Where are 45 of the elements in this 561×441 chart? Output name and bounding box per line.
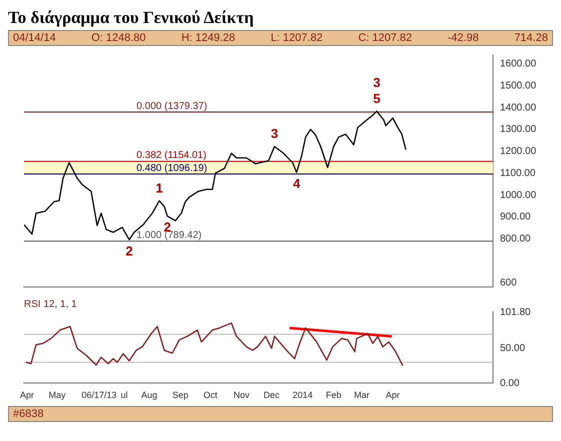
y-tick-label: 1300.00 [500,124,537,136]
x-tick-label: Apr [386,390,400,400]
text: -42.98 [448,32,479,44]
y-tick-label: 1000.00 [500,190,537,201]
annotation: 1 [156,180,163,196]
annotation: 5 [373,90,380,106]
y-tick-label: 1600.00 [500,58,537,70]
x-tick-label: ul [120,390,128,400]
x-tick-label: 2014 [292,390,313,400]
y-tick-label: 600 [500,277,518,288]
text: #6838 [13,408,44,420]
x-tick-label: Oct [203,390,218,400]
text: C: 1207.82 [358,32,412,44]
chart-title: Το διάγραμμα του Γενικού Δείκτη [8,8,255,28]
text: H: 1249.28 [181,32,236,44]
x-tick-label: Feb [326,390,342,400]
text: 04/14/14 [13,32,56,44]
x-tick-label: Apr [20,390,34,400]
y-tick-label: 50.00 [500,342,526,354]
x-tick-label: Aug [141,390,158,400]
y-tick-label: 1500.00 [500,80,537,92]
x-tick-label: 06/17/13 [82,390,117,400]
y-tick-label: 1100.00 [500,168,536,179]
text: O: 1248.80 [91,32,146,44]
ref-line-label: 0.480 (1096.19) [136,162,208,174]
ref-line-label: 0.382 (1154.01) [136,150,206,162]
chart-title: RSI 12, 1, 1 [24,298,78,310]
ref-line-label: 0.000 (1379.37) [136,100,208,112]
annotation: 4 [292,176,301,191]
y-tick-label: 1200.00 [500,146,537,158]
y-tick-label: 900.00 [500,212,532,223]
text: 714.28 [514,32,548,44]
annotation: 2 [126,243,133,258]
y-tick-label: 101.80 [500,306,532,318]
annotation: 3 [373,74,380,90]
y-tick-label: 0.00 [500,378,520,389]
x-tick-label: Nov [233,390,250,400]
y-tick-label: 1400.00 [500,102,537,114]
x-tick-label: Mar [354,390,370,400]
x-tick-label: Dec [264,390,280,400]
text: L: 1207.82 [270,32,323,44]
x-tick-label: Sep [172,390,188,400]
x-tick-label: May [48,390,66,400]
y-tick-label: 800.00 [500,234,532,245]
annotation: 3 [270,126,278,142]
